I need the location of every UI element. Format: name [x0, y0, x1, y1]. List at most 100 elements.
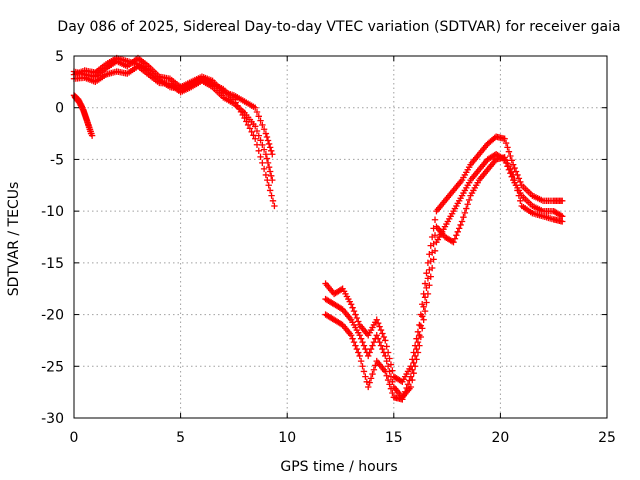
data-point: [355, 349, 362, 356]
data-point: [384, 363, 392, 370]
data-point: [421, 294, 429, 301]
data-point: [511, 164, 518, 172]
data-point: [407, 373, 415, 380]
data-point: [268, 147, 275, 155]
data-point: [431, 216, 439, 223]
data-point: [389, 389, 396, 397]
data-point: [357, 335, 365, 342]
data-point: [431, 232, 439, 239]
data-point: [365, 383, 372, 391]
data-point: [559, 197, 566, 204]
data-point: [384, 376, 392, 384]
data-point: [401, 388, 409, 395]
series-track-c1: [322, 133, 566, 385]
data-point: [253, 141, 261, 148]
data-point: [461, 209, 469, 217]
data-point: [409, 366, 416, 373]
data-point: [252, 104, 259, 111]
data-point: [454, 228, 461, 236]
data-point: [379, 345, 386, 353]
data-point: [509, 161, 517, 168]
data-point: [250, 132, 257, 139]
data-point: [268, 192, 275, 199]
data-point: [423, 270, 430, 277]
data-point: [356, 332, 363, 339]
data-point: [383, 343, 390, 350]
data-point: [252, 123, 259, 130]
x-tick-label: 5: [176, 430, 185, 446]
y-tick-label: -30: [41, 411, 64, 427]
data-point: [416, 342, 423, 349]
data-point: [382, 368, 389, 375]
data-point: [413, 356, 420, 363]
data-point: [257, 137, 264, 144]
data-point: [505, 148, 513, 155]
data-point: [377, 342, 385, 349]
data-point: [400, 392, 407, 399]
series-track-c3: [322, 154, 566, 403]
data-point: [367, 345, 375, 353]
data-point: [380, 349, 388, 356]
chart-title: Day 086 of 2025, Sidereal Day-to-day VTE…: [57, 19, 620, 35]
data-point: [508, 157, 515, 164]
data-point: [259, 159, 266, 167]
data-point: [352, 342, 359, 349]
y-tick-label: -15: [41, 256, 64, 272]
data-point: [370, 366, 378, 373]
data-point: [255, 113, 262, 120]
data-point: [367, 375, 375, 382]
y-tick-label: -10: [41, 204, 64, 220]
data-point: [266, 187, 274, 194]
data-point: [377, 326, 385, 334]
data-point: [403, 384, 410, 392]
data-point: [357, 357, 365, 365]
data-point: [262, 151, 270, 158]
data-point: [387, 385, 395, 392]
data-point: [366, 349, 373, 356]
data-point: [365, 352, 372, 360]
data-point: [382, 352, 389, 360]
data-point: [380, 333, 388, 341]
data-point: [421, 280, 429, 287]
data-point: [266, 168, 274, 175]
data-point: [248, 128, 255, 136]
data-point: [423, 299, 430, 306]
data-point: [387, 373, 395, 380]
y-axis-title: SDTVAR / TECUs: [6, 182, 22, 297]
data-point: [458, 218, 466, 225]
data-point: [417, 322, 425, 329]
data-point: [349, 304, 356, 311]
data-point: [406, 377, 413, 384]
data-point: [411, 363, 419, 370]
data-point: [257, 153, 264, 161]
data-point: [264, 137, 272, 144]
data-point: [419, 313, 426, 320]
data-point: [359, 338, 366, 346]
data-point: [347, 332, 355, 339]
data-point: [268, 172, 275, 180]
data-point: [369, 370, 376, 378]
data-point: [260, 165, 268, 173]
data-point: [260, 146, 268, 153]
data-point: [504, 160, 511, 167]
data-point: [502, 139, 510, 147]
data-point: [501, 154, 508, 161]
data-point: [379, 330, 386, 337]
data-point: [451, 235, 459, 242]
data-point: [264, 176, 271, 184]
grid-layer: [74, 56, 607, 418]
plot-frame: [73, 55, 608, 419]
data-point: [271, 202, 278, 210]
data-point: [426, 266, 433, 273]
data-point: [353, 314, 361, 322]
data-point: [373, 332, 380, 339]
x-axis-title: GPS time / hours: [280, 459, 397, 475]
data-point: [359, 363, 366, 370]
data-point: [463, 205, 470, 212]
data-point: [253, 127, 261, 135]
data-point: [383, 372, 390, 379]
data-point: [269, 151, 276, 158]
data-point: [450, 238, 457, 246]
data-point: [263, 133, 271, 141]
